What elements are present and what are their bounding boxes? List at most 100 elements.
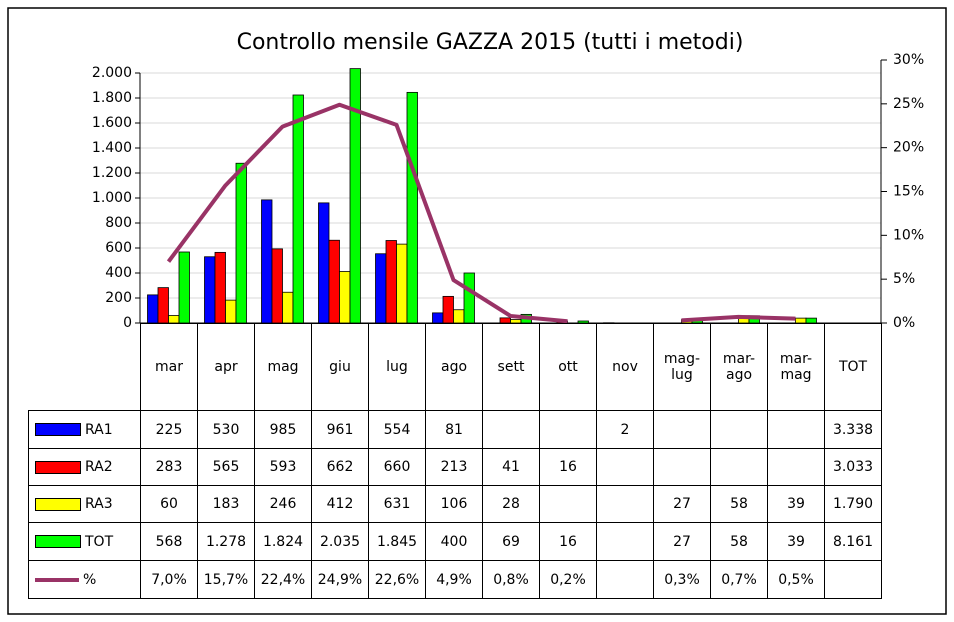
legend-key <box>35 535 81 548</box>
table-value <box>596 485 654 523</box>
y-tick-label: 1.400 <box>92 140 132 156</box>
table-value <box>539 410 597 449</box>
table-value: 400 <box>425 522 483 561</box>
table-value: 568 <box>140 522 198 561</box>
bar <box>225 299 237 324</box>
y-tick-label: 1.800 <box>92 90 132 106</box>
bar <box>178 251 190 324</box>
table-value: 27 <box>653 485 711 523</box>
table-value: 81 <box>425 410 483 449</box>
legend-entry: TOT <box>28 522 141 561</box>
table-value: 15,7% <box>197 560 255 599</box>
category-label: ott <box>539 323 597 411</box>
category-label: apr <box>197 323 255 411</box>
table-value: 4,9% <box>425 560 483 599</box>
table-value <box>767 410 825 449</box>
y2-tick-label: 5% <box>893 271 915 287</box>
table-value: 1.790 <box>824 485 882 523</box>
data-row: RA1 225 530 985 961 554 81 2 3.338 <box>28 410 882 449</box>
table-value: 22,6% <box>368 560 426 599</box>
bar <box>318 202 330 324</box>
table-value: 41 <box>482 448 540 486</box>
category-label: lug <box>368 323 426 411</box>
y-tick-label: 2.000 <box>92 65 132 81</box>
table-value: 565 <box>197 448 255 486</box>
bar <box>261 199 273 324</box>
table-value: 412 <box>311 485 369 523</box>
y2-tick-label: 15% <box>893 184 924 200</box>
table-value <box>710 448 768 486</box>
table-value: 24,9% <box>311 560 369 599</box>
table-value: 16 <box>539 522 597 561</box>
header-row: mar apr mag giu lug ago sett ott nov mag-lug mar-a… <box>29 323 882 411</box>
legend-label: TOT <box>85 533 114 550</box>
table-value: 60 <box>140 485 198 523</box>
data-row: TOT 568 1.278 1.824 2.035 1.845 400 69 16 27 58 39 8… <box>28 522 882 561</box>
table-value: 2 <box>596 410 654 449</box>
legend-entry: % <box>28 560 141 599</box>
table-value: 27 <box>653 522 711 561</box>
table-value: 58 <box>710 522 768 561</box>
data-table: mar apr mag giu lug ago sett ott nov mag-lug mar-a… <box>28 323 882 599</box>
bar <box>328 239 340 324</box>
table-value: 0,8% <box>482 560 540 599</box>
table-value <box>596 560 654 599</box>
table-value: 16 <box>539 448 597 486</box>
bar <box>235 162 247 324</box>
legend-key <box>35 423 81 436</box>
category-label: mar <box>140 323 198 411</box>
table-value: 213 <box>425 448 483 486</box>
bar <box>282 291 294 324</box>
y-tick-label: 400 <box>105 265 132 281</box>
line-series <box>166 102 796 324</box>
category-label: ago <box>425 323 483 411</box>
table-value <box>596 522 654 561</box>
table-value <box>482 410 540 449</box>
table-value: 593 <box>254 448 312 486</box>
y2-tick-label: 30% <box>893 52 924 68</box>
table-value: 961 <box>311 410 369 449</box>
y2-tick-label: 20% <box>893 140 924 156</box>
category-label: mar-mag <box>767 323 825 411</box>
legend-key <box>35 497 81 511</box>
y-tick-label: 800 <box>105 215 132 231</box>
table-value: 985 <box>254 410 312 449</box>
legend-key <box>35 460 81 474</box>
table-value: 22,4% <box>254 560 312 599</box>
category-label: nov <box>596 323 654 411</box>
legend-label: RA3 <box>85 496 113 512</box>
table-value: 283 <box>140 448 198 486</box>
table-value: 58 <box>710 485 768 523</box>
table-value <box>596 448 654 486</box>
table-value: 39 <box>767 522 825 561</box>
table-value: 530 <box>197 410 255 449</box>
legend-entry: RA1 <box>28 410 141 449</box>
y-tick-label: 1.200 <box>92 165 132 181</box>
category-label: mag <box>254 323 312 411</box>
bar <box>463 272 475 324</box>
legend-entry: RA3 <box>28 485 141 523</box>
chart-title: Controllo mensile GAZZA 2015 (tutti i me… <box>237 30 744 55</box>
table-value <box>653 410 711 449</box>
corner <box>29 324 141 411</box>
table-value: 7,0% <box>140 560 198 599</box>
bar <box>432 312 444 324</box>
table-value: 28 <box>482 485 540 523</box>
bar <box>406 91 418 324</box>
legend-label: % <box>83 571 97 588</box>
table-value: 1.824 <box>254 522 312 561</box>
bar <box>339 271 351 324</box>
y-tick-label: 600 <box>105 240 132 256</box>
table-value: 39 <box>767 485 825 523</box>
legend-label: RA1 <box>85 421 113 438</box>
category-label: mar-ago <box>710 323 768 411</box>
table-value <box>539 485 597 523</box>
bar <box>385 240 397 324</box>
y-tick-label: 200 <box>105 290 132 306</box>
table-value: 3.033 <box>824 448 882 486</box>
bar <box>442 295 454 324</box>
data-row: % 7,0% 15,7% 22,4% 24,9% 22,6% 4,9% 0,8% 0,2% 0,3… <box>28 560 882 599</box>
data-row: RA2 283 565 593 662 660 213 41 16 3.033 <box>28 448 882 486</box>
category-label: sett <box>482 323 540 411</box>
